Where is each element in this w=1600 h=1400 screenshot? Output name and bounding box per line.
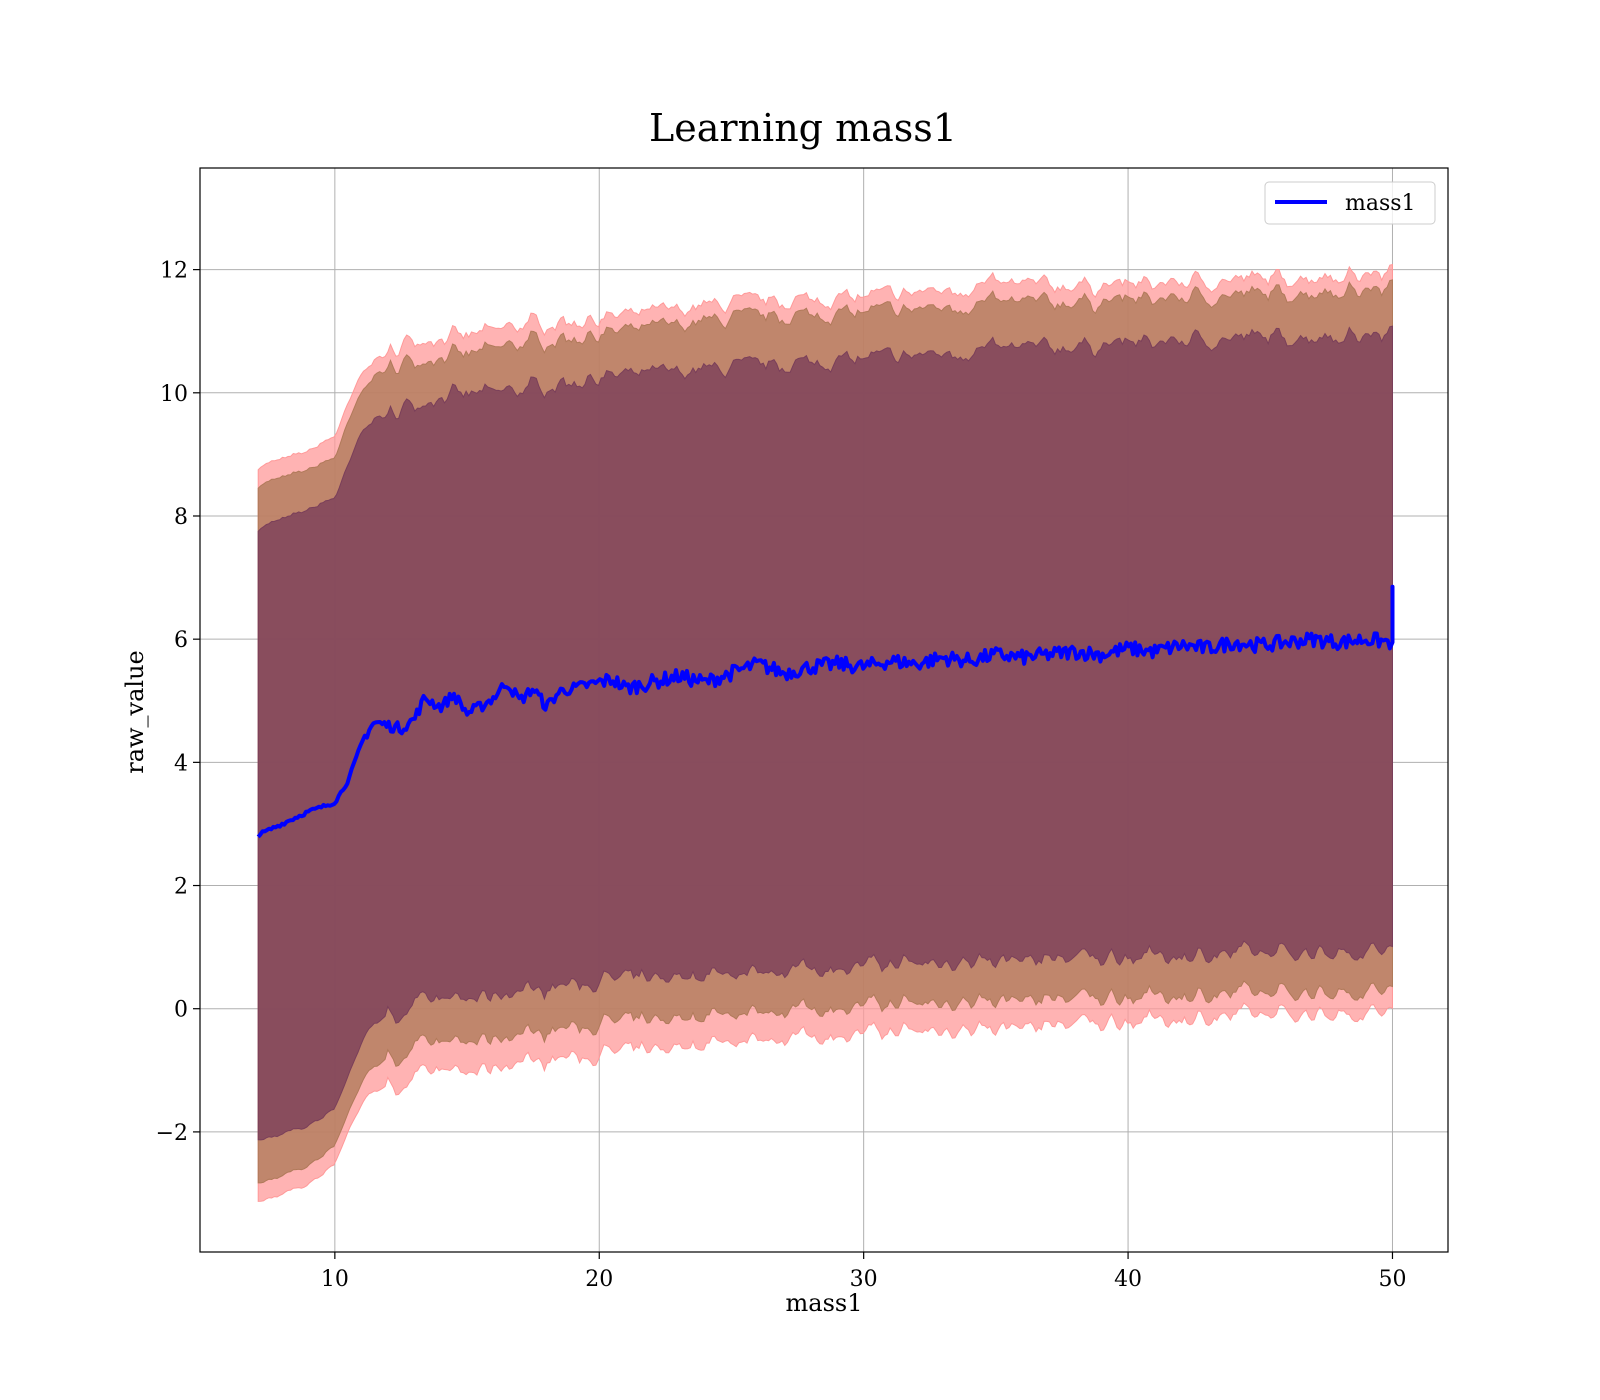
axis-ticks: 10 20 30 40 50 −2 0 2 4 6 8 10 12 [156, 259, 1407, 1292]
confidence-bands [257, 263, 1393, 1202]
band-2 [257, 325, 1393, 1141]
legend-box [1264, 181, 1436, 225]
y-tick-label-1: 0 [174, 998, 188, 1023]
plot-frame [199, 167, 1449, 1253]
y-tick-label-7: 12 [160, 259, 188, 284]
y-axis-label: raw_value [121, 650, 149, 774]
x-tick-label-2: 30 [850, 1267, 878, 1292]
x-tick-label-4: 50 [1378, 1267, 1406, 1292]
y-tick-label-6: 10 [160, 382, 188, 407]
y-tick-label-0: −2 [156, 1121, 188, 1146]
chart-title: Learning mass1 [649, 106, 957, 150]
legend: mass1 [1264, 181, 1436, 225]
y-tick-label-4: 6 [174, 628, 188, 653]
x-tick-label-1: 20 [585, 1267, 613, 1292]
x-tick-label-3: 40 [1114, 1267, 1142, 1292]
series-line-0 [256, 584, 1395, 839]
series-lines [256, 584, 1395, 839]
x-tick-label-0: 10 [321, 1267, 349, 1292]
legend-label-mass1: mass1 [1345, 191, 1416, 216]
y-tick-label-5: 8 [174, 505, 188, 530]
y-tick-label-3: 4 [174, 751, 188, 776]
x-axis-label: mass1 [786, 1289, 863, 1317]
y-tick-label-2: 2 [174, 875, 188, 900]
